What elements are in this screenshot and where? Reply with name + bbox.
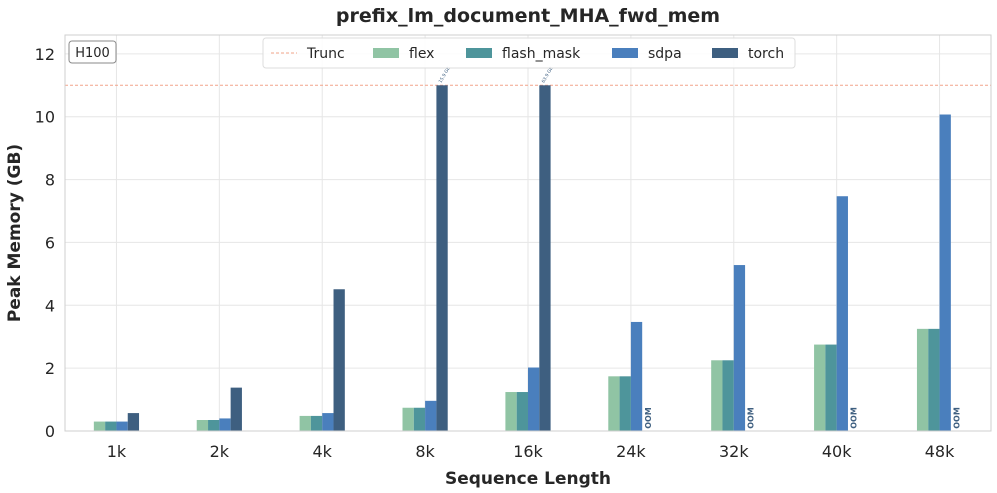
bar-sdpa xyxy=(733,265,746,431)
y-tick-label: 0 xyxy=(45,422,55,441)
bar-flex xyxy=(196,420,209,431)
bar-torch xyxy=(436,85,448,432)
y-axis-ticks: 0 2 4 6 8 10 12 xyxy=(35,45,55,441)
y-tick-label: 12 xyxy=(35,45,55,64)
badge: H100 xyxy=(68,40,117,64)
legend-swatch-torch xyxy=(712,48,738,58)
chart-title: prefix_lm_document_MHA_fwd_mem xyxy=(336,5,720,27)
x-tick-label: 1k xyxy=(107,442,127,461)
x-tick-label: 32k xyxy=(719,442,749,461)
y-tick-label: 10 xyxy=(35,108,55,127)
bar-sdpa xyxy=(528,367,540,431)
x-tick-label: 16k xyxy=(513,442,543,461)
bar-flash_mask xyxy=(722,360,734,431)
x-tick-label: 24k xyxy=(616,442,646,461)
badge-label: H100 xyxy=(75,46,110,61)
bar-sdpa xyxy=(939,114,951,431)
legend-label-torch: torch xyxy=(748,46,784,62)
y-tick-label: 6 xyxy=(45,233,55,252)
bar-flash_mask xyxy=(413,407,426,431)
y-axis-title: Peak Memory (GB) xyxy=(5,144,25,322)
badge-box xyxy=(68,40,117,64)
legend-box xyxy=(262,37,796,69)
x-tick-label: 48k xyxy=(925,442,955,461)
legend-label-Trunc: Trunc xyxy=(306,46,345,62)
legend-swatch-flex xyxy=(373,48,399,58)
bar-flash_mask xyxy=(310,415,323,431)
legend-swatch-sdpa xyxy=(612,48,638,58)
bar-flex xyxy=(402,407,414,431)
y-tick-label: 4 xyxy=(45,296,55,315)
bar-torch xyxy=(127,413,140,431)
bar-torch xyxy=(333,289,345,431)
bar-flash_mask xyxy=(516,392,528,431)
legend-swatch-flash_mask xyxy=(466,48,492,58)
bars xyxy=(93,85,951,432)
y-tick-label: 8 xyxy=(45,171,55,190)
bar-flex xyxy=(711,360,723,431)
bar-sdpa xyxy=(630,321,643,431)
bar-flex xyxy=(608,376,620,431)
legend: Trunc flex flash_mask sdpa torch xyxy=(262,37,796,69)
oom-label: OOM xyxy=(644,407,653,429)
bar-flex xyxy=(299,415,311,431)
bar-sdpa xyxy=(425,400,437,431)
plot-frame xyxy=(64,34,992,432)
oom-label: OOM xyxy=(747,407,756,429)
bar-torch xyxy=(230,387,242,431)
x-axis-title: Sequence Length xyxy=(445,469,611,489)
bar-sdpa xyxy=(219,418,231,431)
bar-flex xyxy=(93,421,106,431)
bar-sdpa xyxy=(116,421,128,431)
legend-label-flex: flex xyxy=(409,46,434,62)
x-axis-ticks: 1k 2k 4k 8k 16k 24k 32k 40k 48k xyxy=(107,442,955,461)
bar-sdpa xyxy=(322,413,334,431)
legend-label-sdpa: sdpa xyxy=(648,46,682,62)
oom-label: OOM xyxy=(850,407,859,429)
bar-flash_mask xyxy=(105,421,117,431)
bar-sdpa xyxy=(836,196,848,431)
x-tick-label: 4k xyxy=(312,442,332,461)
bar-flash_mask xyxy=(825,344,837,431)
bar-flash_mask xyxy=(619,376,631,431)
x-tick-label: 2k xyxy=(210,442,230,461)
bar-flex xyxy=(814,344,826,431)
bar-flash_mask xyxy=(928,328,940,431)
bar-flash_mask xyxy=(208,420,220,431)
x-tick-label: 40k xyxy=(822,442,852,461)
bar-torch xyxy=(539,85,551,432)
y-tick-label: 2 xyxy=(45,359,55,378)
x-tick-label: 8k xyxy=(415,442,435,461)
bar-flex xyxy=(916,328,929,431)
bar-flex xyxy=(505,392,517,431)
oom-label: OOM xyxy=(953,407,962,429)
legend-label-flash_mask: flash_mask xyxy=(502,46,581,62)
